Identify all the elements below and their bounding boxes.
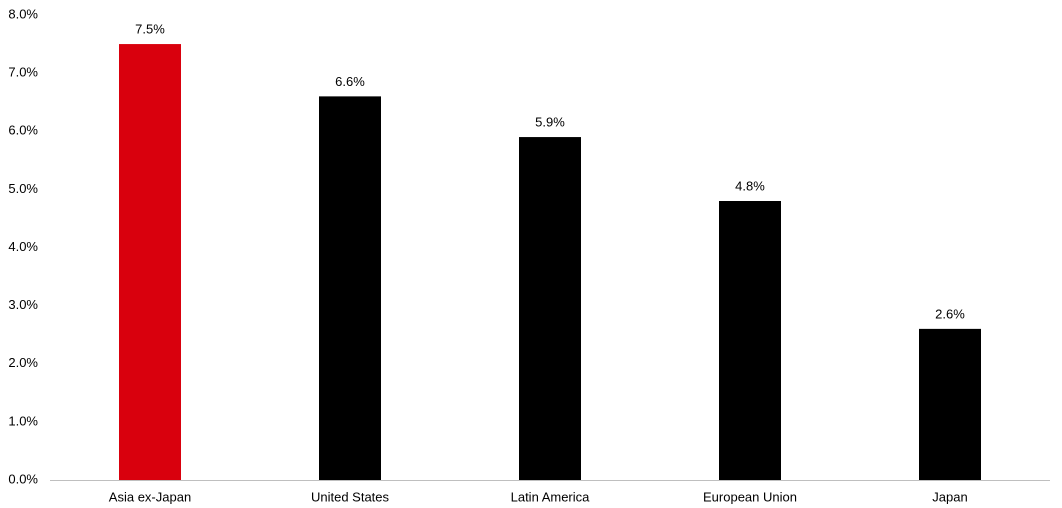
y-tick-label: 2.0%	[8, 355, 38, 370]
value-label: 4.8%	[735, 178, 765, 193]
bar	[319, 96, 381, 480]
y-tick-label: 7.0%	[8, 65, 38, 80]
y-tick-label: 1.0%	[8, 413, 38, 428]
bar	[119, 44, 181, 480]
y-tick-label: 3.0%	[8, 297, 38, 312]
value-label: 7.5%	[135, 22, 165, 37]
value-label: 5.9%	[535, 115, 565, 130]
value-label: 6.6%	[335, 74, 365, 89]
value-label: 2.6%	[935, 306, 965, 321]
x-tick-label: European Union	[703, 489, 797, 504]
y-tick-label: 4.0%	[8, 239, 38, 254]
y-tick-label: 6.0%	[8, 123, 38, 138]
bar	[519, 137, 581, 480]
bar	[919, 328, 981, 480]
x-tick-label: United States	[311, 489, 390, 504]
x-tick-label: Asia ex-Japan	[109, 489, 191, 504]
y-tick-label: 8.0%	[8, 6, 38, 21]
x-tick-label: Japan	[932, 489, 967, 504]
x-tick-label: Latin America	[511, 489, 591, 504]
bar	[719, 201, 781, 480]
y-tick-label: 5.0%	[8, 181, 38, 196]
y-tick-label: 0.0%	[8, 471, 38, 486]
